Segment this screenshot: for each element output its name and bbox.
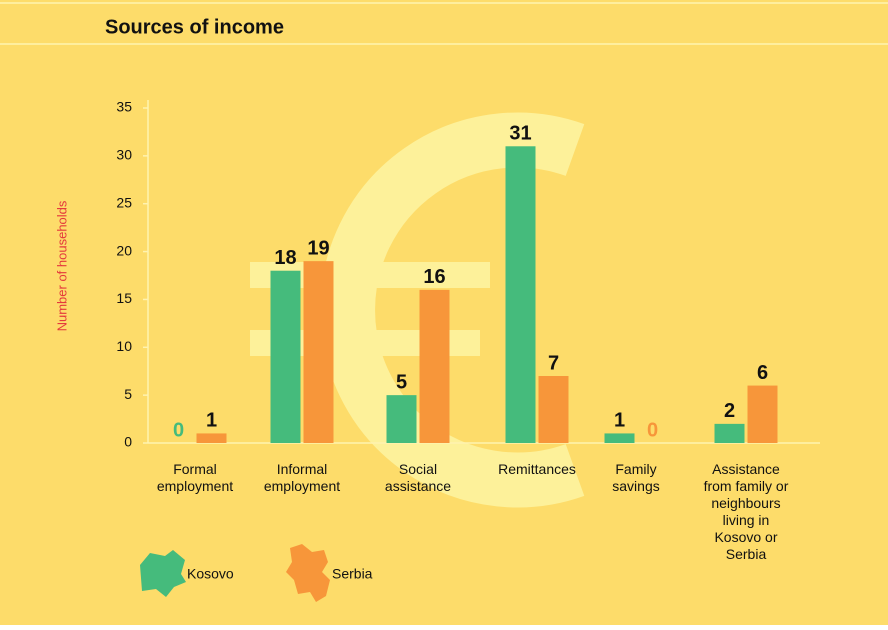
x-tick-label-line: Family <box>615 461 656 477</box>
x-tick-label-line: savings <box>612 478 659 494</box>
data-label: 31 <box>509 123 531 145</box>
bar <box>505 146 536 444</box>
bar <box>303 261 334 443</box>
bar <box>538 376 569 443</box>
legend-label: Kosovo <box>187 566 234 582</box>
data-label: 1 <box>206 410 217 432</box>
y-tick-label: 0 <box>124 434 132 450</box>
x-tick-label-line: employment <box>157 478 233 494</box>
x-tick-label-line: living in <box>723 512 770 528</box>
data-label: 16 <box>423 266 445 288</box>
chart-title: Sources of income <box>105 16 284 38</box>
data-label: 6 <box>757 362 768 384</box>
y-tick-label: 15 <box>116 290 132 306</box>
x-tick-label: Informal employment <box>264 461 340 494</box>
x-tick-label: Formal employment <box>157 461 233 494</box>
bar <box>270 270 301 443</box>
data-label: 1 <box>614 410 625 432</box>
euro-watermark <box>320 112 585 508</box>
legend-label: Serbia <box>332 566 373 582</box>
x-tick-label-line: neighbours <box>711 495 780 511</box>
euro-arc <box>320 112 585 508</box>
bar <box>747 385 778 443</box>
y-tick-label: 20 <box>116 242 132 258</box>
bar <box>419 289 450 443</box>
data-label: 18 <box>274 247 296 269</box>
bar <box>386 395 417 443</box>
x-tick-label-line: Social <box>399 461 437 477</box>
x-tick-label-line: employment <box>264 478 340 494</box>
x-tick-label-line: Informal <box>277 461 328 477</box>
data-label: 0 <box>647 419 658 441</box>
serbia-map-icon <box>286 544 330 602</box>
y-axis-label: Number of households <box>54 200 69 331</box>
x-tick-label-line: Assistance <box>712 461 780 477</box>
data-label: 2 <box>724 400 735 422</box>
bar <box>196 433 227 443</box>
x-tick-label: Social assistance <box>385 461 451 494</box>
data-label: 19 <box>307 237 329 259</box>
x-tick-label-line: Formal <box>173 461 217 477</box>
y-tick-label: 10 <box>116 338 132 354</box>
x-tick-label-line: Kosovo or <box>714 529 777 545</box>
data-label: 0 <box>173 419 184 441</box>
x-tick-label-line: Serbia <box>726 546 767 562</box>
y-tick-label: 35 <box>116 99 132 115</box>
bar <box>604 433 635 443</box>
x-tick-label-line: from family or <box>704 478 789 494</box>
data-label: 5 <box>396 371 407 393</box>
x-tick-label: Remittances <box>498 461 576 477</box>
kosovo-map-icon <box>140 550 186 597</box>
data-label: 7 <box>548 352 559 374</box>
y-tick-label: 30 <box>116 147 132 163</box>
x-tick-label: Family savings <box>612 461 659 494</box>
y-tick-label: 25 <box>116 194 132 210</box>
bar <box>714 423 745 443</box>
y-tick-label: 5 <box>124 386 132 402</box>
x-tick-label-line: Remittances <box>498 461 576 477</box>
x-tick-label-line: assistance <box>385 478 451 494</box>
x-tick-label: Assistance from family or neighbours living… <box>704 461 789 562</box>
